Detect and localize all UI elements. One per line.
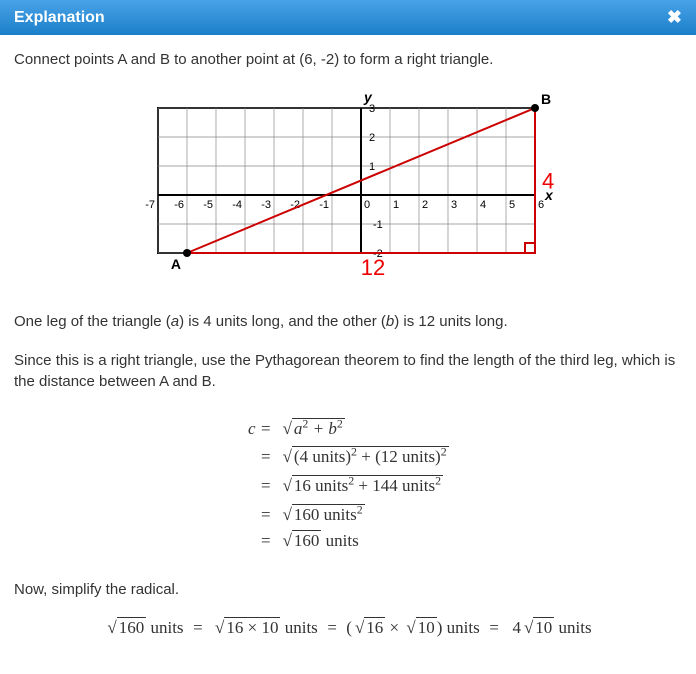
- var-b: b: [386, 313, 394, 330]
- explanation-header: Explanation ✖: [0, 0, 696, 35]
- svg-text:6: 6: [538, 199, 544, 211]
- svg-text:-7: -7: [145, 199, 155, 211]
- p2-text-b: ) is 4 units long, and the other (: [179, 313, 386, 330]
- p2-text-c: ) is 12 units long.: [394, 313, 507, 330]
- svg-text:-6: -6: [174, 199, 184, 211]
- eq-row-1: c = a2 + b2: [247, 416, 448, 439]
- svg-text:-1: -1: [319, 199, 329, 211]
- svg-text:3: 3: [451, 199, 457, 211]
- paragraph-2: One leg of the triangle (a) is 4 units l…: [14, 311, 682, 332]
- eq-row-2: = (4 units)2 + (12 units)2: [247, 445, 448, 468]
- eq-row-4: = 160 units2: [247, 502, 448, 525]
- content-body: Connect points A and B to another point …: [0, 35, 696, 674]
- svg-text:-1: -1: [373, 219, 383, 231]
- paragraph-4: Now, simplify the radical.: [14, 579, 682, 600]
- svg-text:2: 2: [369, 132, 375, 144]
- close-icon[interactable]: ✖: [667, 7, 682, 28]
- svg-text:-5: -5: [203, 199, 213, 211]
- svg-text:A: A: [170, 256, 180, 272]
- svg-text:-4: -4: [232, 199, 242, 211]
- header-title: Explanation: [14, 9, 105, 27]
- svg-text:12: 12: [360, 255, 384, 280]
- eq-row-3: = 16 units2 + 144 units2: [247, 473, 448, 496]
- paragraph-3: Since this is a right triangle, use the …: [14, 350, 682, 392]
- var-a: a: [171, 313, 179, 330]
- svg-text:1: 1: [369, 161, 375, 173]
- equation-block-2: 160 units = 16 × 10 units = (16 × 10) un…: [14, 618, 682, 638]
- svg-text:1: 1: [393, 199, 399, 211]
- eq-row-5: = 160 units: [247, 531, 448, 551]
- svg-text:5: 5: [509, 199, 515, 211]
- paragraph-1: Connect points A and B to another point …: [14, 49, 682, 70]
- p2-text-a: One leg of the triangle (: [14, 313, 171, 330]
- svg-text:0: 0: [364, 199, 370, 211]
- coordinate-graph: -7-6-5-4-3-2-10123456-2-1123yxAB412: [14, 88, 682, 287]
- svg-text:2: 2: [422, 199, 428, 211]
- simplify-eq: 160 units = 16 × 10 units = (16 × 10) un…: [14, 618, 682, 638]
- svg-text:-3: -3: [261, 199, 271, 211]
- svg-text:4: 4: [480, 199, 486, 211]
- svg-text:y: y: [363, 89, 373, 105]
- svg-text:B: B: [541, 91, 551, 107]
- svg-text:4: 4: [542, 169, 554, 194]
- equation-block-1: c = a2 + b2 = (4 units)2 + (12 units)2 =…: [14, 410, 682, 557]
